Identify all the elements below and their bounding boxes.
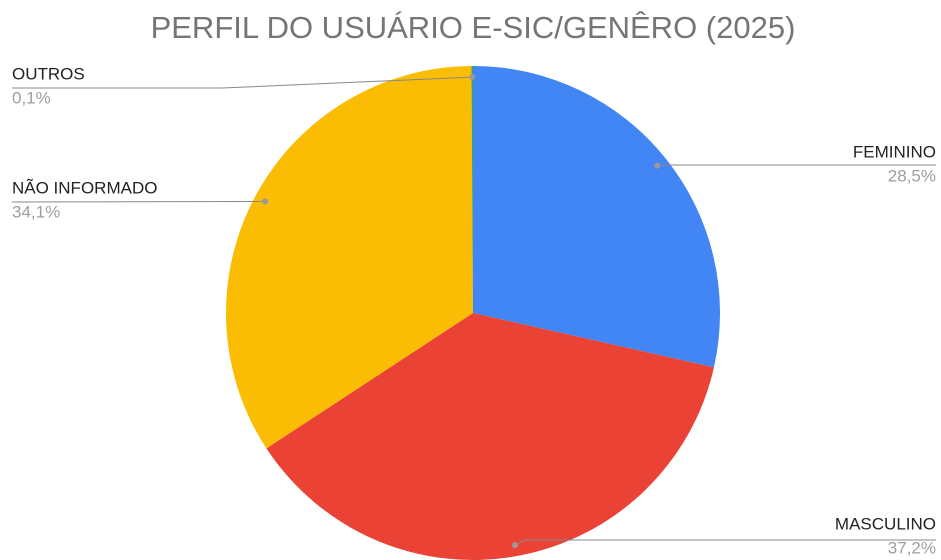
pie-slice — [226, 66, 473, 449]
leader-line — [12, 76, 473, 89]
slice-label: MASCULINO — [835, 514, 936, 533]
pie-slice — [266, 313, 714, 560]
leader-dot — [654, 162, 661, 169]
leader-line — [657, 164, 936, 167]
pie-slice — [473, 66, 720, 368]
leader-dot — [512, 542, 519, 549]
slice-value-label: 28,5% — [888, 166, 936, 185]
pie-slice — [471, 66, 473, 313]
slice-value-label: 0,1% — [12, 88, 51, 107]
slice-label: FEMININO — [853, 142, 936, 161]
chart-title: PERFIL DO USUÁRIO E-SIC/GENÊRO (2025) — [151, 10, 796, 45]
leader-dot — [469, 74, 476, 81]
slice-value-label: 37,2% — [888, 538, 936, 557]
leader-dot — [262, 198, 269, 205]
slice-value-label: 34,1% — [12, 202, 60, 221]
leader-line — [514, 539, 936, 546]
slice-label: NÃO INFORMADO — [12, 178, 157, 197]
slice-label: OUTROS — [12, 64, 85, 83]
